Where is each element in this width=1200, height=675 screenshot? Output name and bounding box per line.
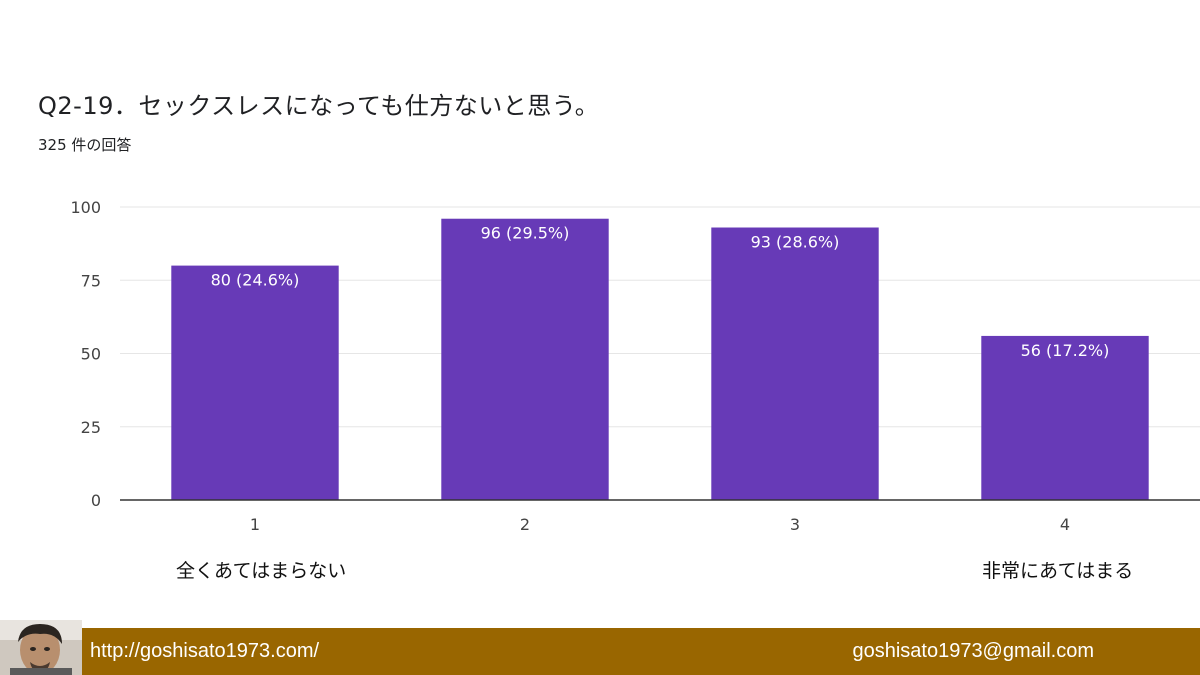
bar (171, 265, 339, 500)
data-label: 56 (17.2%) (1021, 341, 1110, 360)
y-tick-label: 25 (81, 418, 101, 437)
bar (711, 227, 879, 500)
avatar (0, 620, 82, 675)
footer-url-link[interactable]: http://goshisato1973.com/ (90, 640, 320, 662)
bar (981, 335, 1149, 500)
x-tick-label: 2 (520, 515, 530, 534)
response-count: 325 件の回答 (38, 136, 132, 154)
bar (441, 218, 609, 500)
scale-label-low: 全くあてはまらない (176, 560, 347, 582)
y-tick-label: 0 (91, 491, 101, 510)
y-tick-label: 75 (81, 271, 101, 290)
data-label: 80 (24.6%) (211, 271, 300, 290)
y-tick-label: 100 (70, 198, 101, 217)
bar-chart: 0 25 50 75 100 80 (24.6%) 1 96 (29.5%) 2 93 (28.6… (70, 198, 1200, 534)
footer-email-link[interactable]: goshisato1973@gmail.com (852, 640, 1094, 662)
footer-bar (0, 628, 1200, 675)
x-tick-label: 1 (250, 515, 260, 534)
scale-label-high: 非常にあてはまる (982, 560, 1134, 582)
x-tick-label: 3 (790, 515, 800, 534)
x-tick-label: 4 (1060, 515, 1070, 534)
y-tick-label: 50 (81, 345, 101, 364)
chart-title: Q2-19．セックスレスになっても仕方ないと思う。 (38, 92, 600, 120)
data-label: 93 (28.6%) (751, 233, 840, 252)
data-label: 96 (29.5%) (481, 224, 570, 243)
